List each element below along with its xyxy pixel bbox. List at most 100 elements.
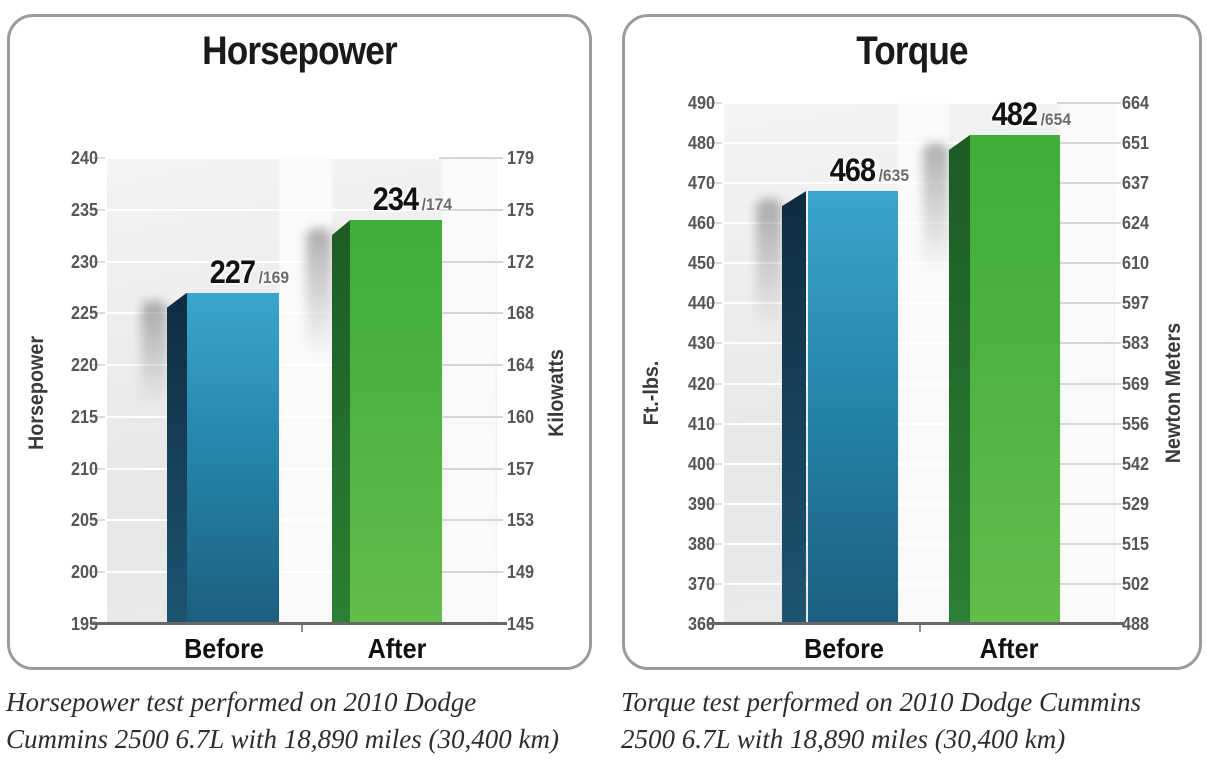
y2-axis-tick-label: 488	[1122, 614, 1150, 634]
y2-axis-tick-label: 664	[1122, 93, 1150, 113]
after-bar	[350, 220, 442, 624]
y2-axis-tick-label: 637	[1122, 173, 1150, 193]
x-axis-baseline	[91, 622, 507, 625]
bar-value-secondary: /654	[1040, 110, 1072, 130]
horsepower-caption: Horsepower test performed on 2010 Dodge …	[6, 684, 559, 758]
gridline-stub	[708, 342, 722, 344]
gridline	[107, 157, 439, 159]
plot-highlight-band	[1060, 103, 1115, 624]
y-axis-tick-label: 460	[687, 213, 715, 233]
before-bar	[187, 292, 279, 624]
after-bar	[970, 135, 1060, 624]
gridline-stub	[708, 222, 722, 224]
after-bar-side-face	[332, 220, 350, 624]
gridline-stub	[91, 157, 105, 159]
gridline-stub	[708, 302, 722, 304]
gridline-stub	[91, 312, 105, 314]
gridline-stub	[91, 261, 105, 263]
gridline-end	[439, 416, 503, 418]
gridline-end	[439, 209, 503, 211]
bar-value-primary: 234	[372, 181, 419, 218]
y2-axis-tick-label: 179	[507, 148, 535, 168]
bar-value-label: 482/654	[989, 97, 1072, 138]
gridline	[107, 261, 439, 263]
gridline-end	[439, 364, 503, 366]
gridline-end	[1057, 543, 1121, 545]
gridline-stub	[708, 262, 722, 264]
y-axis-tick-label: 490	[687, 93, 715, 113]
y2-axis-tick-label: 610	[1122, 253, 1150, 273]
y-axis-tick-label: 225	[70, 303, 98, 323]
gridline-stub	[91, 519, 105, 521]
bar-value-label: 468/635	[827, 153, 910, 194]
gridline-stub	[708, 463, 722, 465]
y2-axis-tick-label: 168	[507, 303, 535, 323]
y-axis-tick-label: 480	[687, 133, 715, 153]
gridline-end	[1057, 503, 1121, 505]
y-axis-tick-label: 410	[687, 414, 715, 434]
bar-value-label: 234/174	[370, 182, 453, 223]
caption-line: Torque test performed on 2010 Dodge Cumm…	[621, 687, 1142, 717]
torque-chart-title: Torque	[856, 29, 968, 73]
gridline-end	[439, 261, 503, 263]
torque-chart-panel: Torque Ft.-lbs. Newton Meters 490 664 480 6…	[622, 14, 1202, 670]
gridline-stub	[91, 416, 105, 418]
after-bar-side-face	[949, 135, 970, 624]
gridline-stub	[708, 383, 722, 385]
bar-value-secondary: /169	[258, 267, 290, 287]
caption-line: 2500 6.7L with 18,890 miles (30,400 km)	[621, 724, 1066, 754]
gridline-end	[1057, 423, 1121, 425]
y2-axis-tick-label: 583	[1122, 333, 1150, 353]
gridline-stub	[91, 364, 105, 366]
bar-value-label: 227/169	[207, 255, 290, 296]
plot-highlight-band	[442, 158, 497, 624]
gridline-end	[1057, 342, 1121, 344]
gridline-end	[439, 519, 503, 521]
y2-axis-tick-label: 569	[1122, 374, 1150, 394]
y-axis-tick-label: 200	[70, 562, 98, 582]
gridline-end	[1057, 142, 1121, 144]
category-label-before: Before	[184, 633, 264, 664]
gridline-stub	[91, 209, 105, 211]
gridline-end	[1057, 463, 1121, 465]
y2-axis-tick-label: 160	[507, 407, 535, 427]
gridline	[724, 182, 1057, 184]
before-bar	[808, 191, 898, 624]
y-axis-tick-label: 370	[687, 574, 715, 594]
bar-value-primary: 468	[829, 152, 876, 189]
category-label-before: Before	[804, 633, 884, 664]
gridline-stub	[708, 142, 722, 144]
y-axis-tick-label: 205	[70, 510, 98, 530]
bar-value-secondary: /174	[421, 195, 453, 215]
before-bar-side-face	[167, 292, 187, 624]
y2-axis-tick-label: 175	[507, 200, 535, 220]
y-axis-tick-label: 420	[687, 374, 715, 394]
y2-axis-tick-label: 529	[1122, 494, 1150, 514]
y-axis-tick-label: 440	[687, 293, 715, 313]
y-axis-tick-label: 230	[70, 252, 98, 272]
bar-shadow	[923, 143, 949, 274]
y2-axis-tick-label: 153	[507, 510, 535, 530]
gridline-stub	[91, 571, 105, 573]
caption-line: Horsepower test performed on 2010 Dodge	[6, 687, 477, 717]
y-axis-tick-label: 380	[687, 534, 715, 554]
gridline-stub	[708, 182, 722, 184]
y-axis-tick-label: 235	[70, 200, 98, 220]
torque-caption: Torque test performed on 2010 Dodge Cumm…	[621, 684, 1141, 758]
gridline-end	[439, 468, 503, 470]
horsepower-chart-panel: Horsepower Horsepower Kilowatts 240 179 23…	[7, 14, 592, 670]
gridline	[107, 209, 439, 211]
x-axis-baseline	[708, 622, 1125, 625]
y2-axis-tick-label: 149	[507, 562, 535, 582]
y-axis-tick-label: 450	[687, 253, 715, 273]
y-axis-tick-label: 210	[70, 459, 98, 479]
category-divider-tick	[918, 625, 921, 632]
y-axis-tick-label: 240	[70, 148, 98, 168]
gridline-end	[1057, 262, 1121, 264]
y-axis-tick-label: 215	[70, 407, 98, 427]
gridline-stub	[91, 468, 105, 470]
y2-axis-tick-label: 172	[507, 252, 535, 272]
y-axis-tick-label: 390	[687, 494, 715, 514]
gridline-end	[439, 157, 503, 159]
